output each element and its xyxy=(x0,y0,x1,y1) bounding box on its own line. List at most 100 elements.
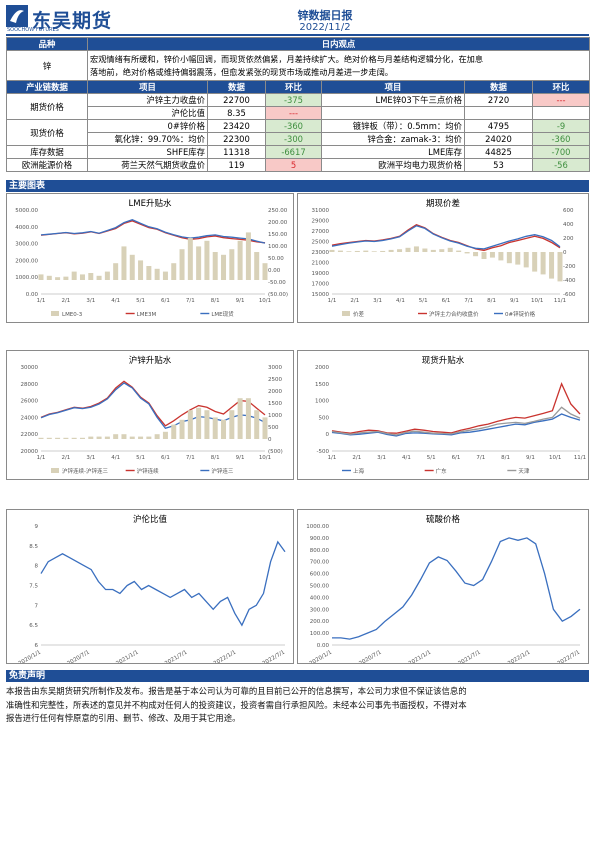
bar xyxy=(204,410,210,439)
group-cell: 欧洲能源价格 xyxy=(6,158,88,172)
bar xyxy=(489,252,495,258)
bar xyxy=(254,410,260,439)
series-line xyxy=(331,382,581,434)
x-tick-label: 6/1 xyxy=(452,455,461,461)
y2-tick-label: 2500 xyxy=(268,377,282,383)
y-tick-label: -500 xyxy=(317,449,330,455)
bar xyxy=(262,263,268,280)
bar xyxy=(498,252,504,261)
x-tick-label: 10/1 xyxy=(259,298,271,304)
y2-tick-label: -600 xyxy=(563,292,576,298)
y-tick-label: 27000 xyxy=(312,229,330,235)
y-tick-label: 500.00 xyxy=(310,584,330,590)
change-cell: 5 xyxy=(265,158,322,172)
y2-tick-label: -400 xyxy=(563,278,576,284)
bar xyxy=(179,249,185,280)
x-tick-label: 9/1 xyxy=(510,298,519,304)
legend-label: 沪锌连三 xyxy=(211,467,234,475)
legend-label: 价差 xyxy=(353,310,365,318)
bar xyxy=(138,436,144,439)
series-line xyxy=(331,225,561,250)
x-tick-label: 2022/1/1 xyxy=(213,650,237,663)
bar xyxy=(473,252,479,257)
chart-title: 期现价差 xyxy=(425,199,460,209)
bar xyxy=(138,260,144,280)
brand-subtitle: SOOCHOW FUTURES xyxy=(7,27,59,33)
legend-swatch xyxy=(51,311,59,316)
bar xyxy=(113,434,119,439)
y2-tick-label: 200.00 xyxy=(268,220,288,226)
table-header-3: 环比 xyxy=(265,80,322,94)
basis-spread-chart: 期现价差 31000 29000 27000 25000 23000 21000 19000 1… xyxy=(297,193,589,323)
bar xyxy=(221,254,227,280)
table-header-4: 项目 xyxy=(321,80,465,94)
group-cell: 现货价格 xyxy=(6,119,88,146)
y-tick-label: 0.00 xyxy=(26,292,39,298)
y-tick-label: 23000 xyxy=(312,250,330,256)
bar xyxy=(196,246,202,280)
x-tick-label: 2/1 xyxy=(61,298,70,304)
bar xyxy=(104,271,110,280)
series-line xyxy=(331,223,561,252)
x-tick-label: 2020/1/1 xyxy=(18,650,42,663)
x-tick-label: 10/1 xyxy=(531,298,543,304)
legend-label: 沪锌连续-沪锌连三 xyxy=(62,467,108,475)
y-tick-label: 1500 xyxy=(315,382,329,388)
y-tick-label: 2000 xyxy=(315,365,329,371)
y-tick-label: 22000 xyxy=(21,432,39,438)
x-tick-label: 2021/7/1 xyxy=(164,650,188,663)
x-tick-label: 10/1 xyxy=(549,455,561,461)
legend-label: 沪锌主力合约收盘价 xyxy=(429,310,479,318)
bar xyxy=(187,410,193,439)
bar xyxy=(371,251,377,252)
bar xyxy=(430,249,436,252)
x-tick-label: 1/1 xyxy=(37,298,46,304)
x-tick-label: 4/1 xyxy=(402,455,411,461)
legend-label: LME现货 xyxy=(211,310,234,318)
value-cell: 44825 xyxy=(464,145,533,159)
y-tick-label: 25000 xyxy=(312,240,330,246)
series-line xyxy=(331,406,581,436)
view-table: 品种 日内观点 锌 宏观情绪有所缓和，锌价小幅回调，而现货依然偏紧，月差持续扩大… xyxy=(6,37,590,81)
x-tick-label: 5/1 xyxy=(136,455,145,461)
sulfuric-acid-chart: 硫酸价格 1000.00 900.00 800.00 700.00 600.00 500.0… xyxy=(297,509,589,664)
x-tick-label: 7/1 xyxy=(186,298,195,304)
y2-tick-label: -200 xyxy=(563,264,576,270)
chart-title: 硫酸价格 xyxy=(425,515,460,525)
bar xyxy=(104,436,110,439)
table-header-6: 环比 xyxy=(532,80,590,94)
disclaimer-text: 本报告由东吴期货研究所制作及发布。报告是基于本公司认为可靠的且目前已公开的信息撰… xyxy=(6,685,589,726)
value-cell: 22300 xyxy=(207,132,266,146)
table-row: 现货价格 0#锌价格 23420 -360 镀锌板（带）：0.5mm：均价 4795 -9 xyxy=(6,119,590,146)
bar xyxy=(88,436,94,439)
x-tick-label: 3/1 xyxy=(377,455,386,461)
item-cell xyxy=(321,106,465,120)
chart-title: 现货升贴水 xyxy=(421,356,465,366)
y-tick-label: 6 xyxy=(35,643,39,649)
y2-tick-label: (500) xyxy=(268,449,283,455)
x-tick-label: 3/1 xyxy=(373,298,382,304)
value-cell: 23420 xyxy=(207,119,266,133)
y2-tick-label: 600 xyxy=(563,208,574,214)
legend-swatch xyxy=(51,468,59,473)
bar xyxy=(380,250,386,252)
y-tick-label: 5000.00 xyxy=(15,208,38,214)
change-cell: -6617 xyxy=(265,145,322,159)
y-tick-label: 6.5 xyxy=(29,623,38,629)
bar xyxy=(237,398,243,439)
item-cell: 氧化锌：99.70%：均价 xyxy=(87,132,208,146)
charts-section-bar: 主要图表 xyxy=(6,180,589,192)
bar xyxy=(196,407,202,439)
value-cell: 53 xyxy=(464,158,533,172)
change-cell: -300 xyxy=(265,132,322,146)
legend-label: LME3M xyxy=(137,312,157,318)
bar xyxy=(245,398,251,439)
x-tick-label: 7/1 xyxy=(464,298,473,304)
x-tick-label: 2/1 xyxy=(61,455,70,461)
y2-tick-label: 0 xyxy=(268,437,272,443)
table-header-2: 数据 xyxy=(207,80,266,94)
chart-title: 沪锌升贴水 xyxy=(128,356,172,366)
y2-tick-label: 2000 xyxy=(268,389,282,395)
change-cell: -9 xyxy=(532,119,590,133)
y-tick-label: 9 xyxy=(35,524,39,530)
